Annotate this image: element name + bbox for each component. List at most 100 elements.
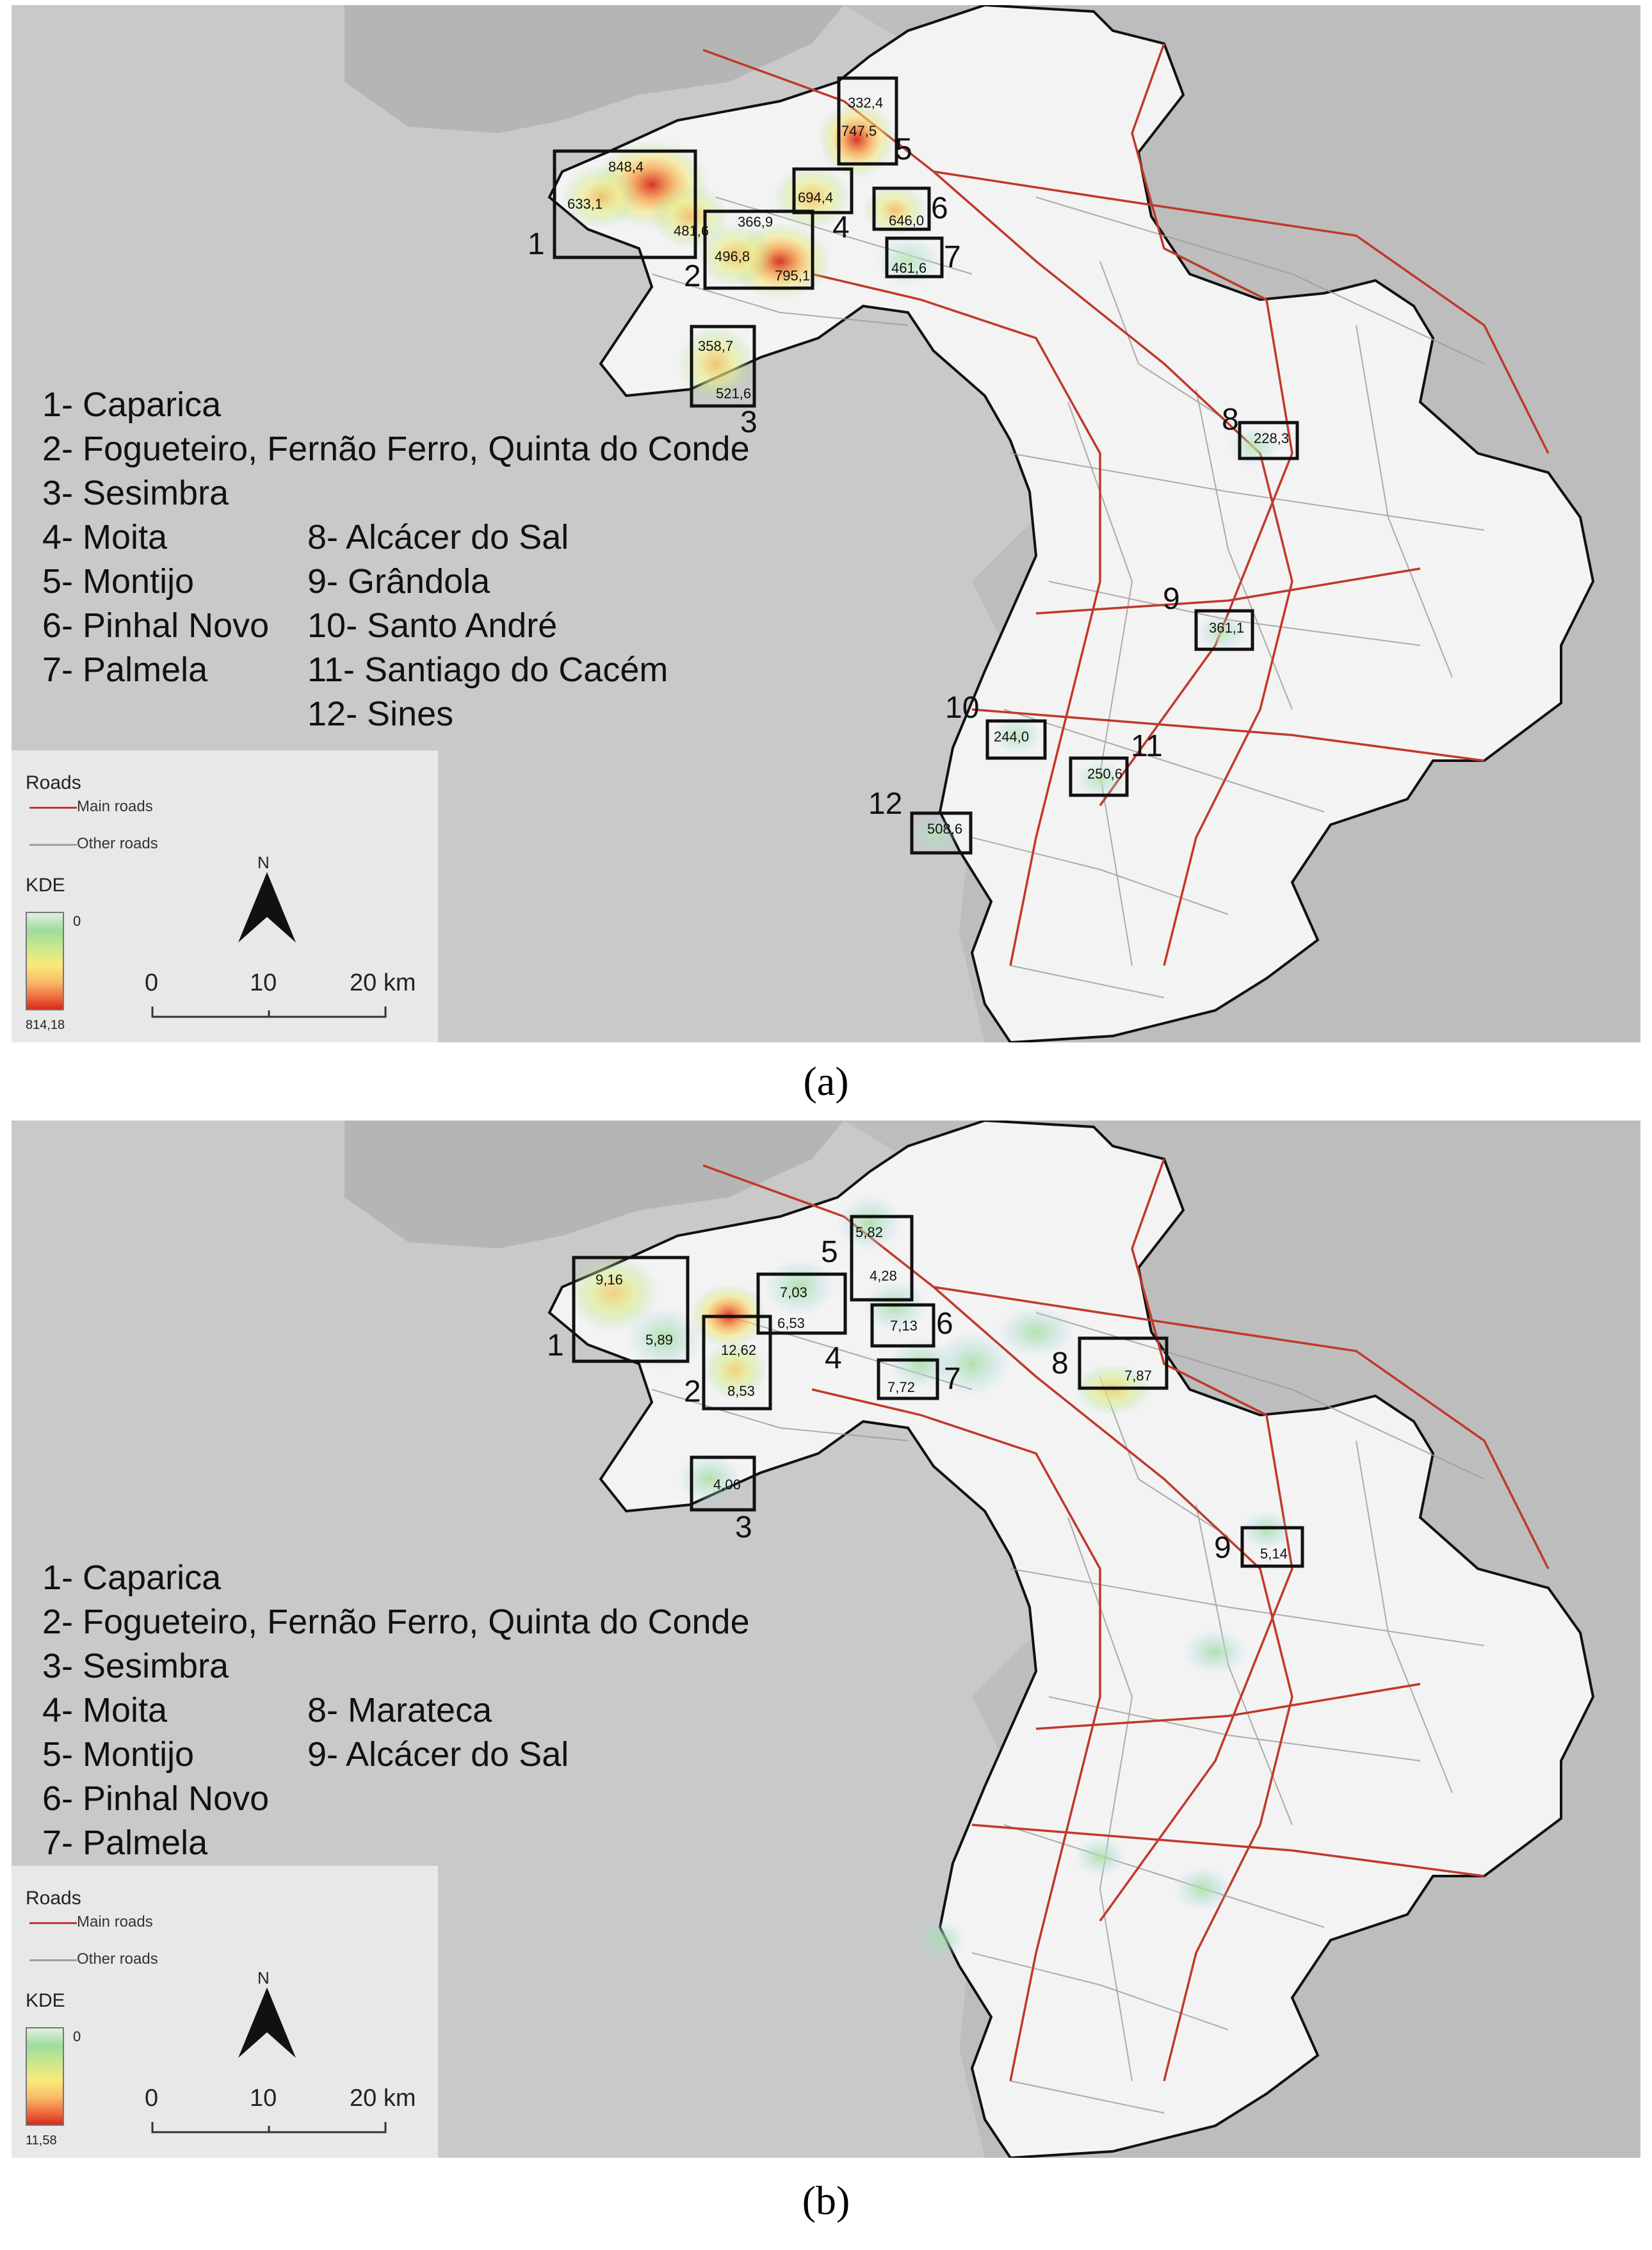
value-label: 7,03 — [780, 1284, 807, 1300]
box-2-fogueteiro — [703, 209, 814, 290]
box-number: 8 — [1222, 403, 1239, 437]
place-item: 5- Montijo — [42, 562, 195, 601]
kde-max-label: 11,58 — [26, 2133, 57, 2148]
value-label: 361,1 — [1209, 620, 1245, 636]
value-label: 228,3 — [1254, 430, 1290, 446]
scale-label: 20 km — [350, 969, 416, 996]
roads-title: Roads — [26, 772, 81, 793]
northern-land — [344, 5, 844, 133]
box-number: 7 — [944, 1362, 961, 1396]
place-list-right: 8- Alcácer do Sal 9- Grândola 10- Santo … — [307, 515, 668, 736]
box-8-alcacer — [1238, 421, 1299, 460]
study-boxes — [572, 1215, 1304, 1568]
box-number: 6 — [931, 191, 948, 225]
value-label: 250,6 — [1087, 766, 1123, 782]
north-label: N — [257, 1968, 270, 1987]
map-canvas-b — [344, 1121, 1640, 2158]
place-item: 9- Alcácer do Sal — [307, 1735, 569, 1774]
scale-label: 10 — [250, 969, 277, 996]
scale-bar — [151, 2122, 387, 2133]
kde-hotspots — [562, 101, 1279, 854]
value-label: 5,89 — [645, 1332, 673, 1348]
box-9-alcacer — [1240, 1526, 1304, 1568]
box-number: 5 — [821, 1235, 838, 1269]
scale-label: 20 km — [350, 2085, 416, 2112]
box-number: 2 — [684, 259, 701, 293]
other-roads-swatch — [29, 844, 77, 846]
box-8-marateca — [1078, 1336, 1169, 1390]
scale-bar — [151, 1007, 387, 1018]
scale-label: 0 — [145, 969, 159, 996]
value-label: 747,5 — [841, 123, 877, 139]
box-6-pinhal-novo — [872, 186, 931, 231]
place-item: 2- Fogueteiro, Fernão Ferro, Quinta do C… — [42, 1603, 750, 1641]
value-label: 244,0 — [994, 729, 1030, 745]
place-item: 2- Fogueteiro, Fernão Ferro, Quinta do C… — [42, 430, 750, 468]
place-item: 3- Sesimbra — [42, 474, 229, 512]
box-11-santiago — [1069, 756, 1129, 797]
main-roads-swatch — [29, 1922, 77, 1924]
box-number: 4 — [832, 211, 850, 245]
north-label: N — [257, 853, 270, 872]
place-item: 12- Sines — [307, 695, 454, 733]
box-number: 3 — [735, 1510, 752, 1544]
value-label: 795,1 — [775, 268, 811, 284]
value-label: 7,72 — [887, 1379, 915, 1395]
place-list-left: 1- Caparica 2- Fogueteiro, Fernão Ferro,… — [42, 383, 750, 692]
box-number: 11 — [1131, 729, 1163, 763]
other-roads-label: Other roads — [77, 1950, 158, 1968]
place-item: 1- Caparica — [42, 1558, 222, 1597]
value-label: 694,4 — [798, 190, 834, 206]
box-number: 12 — [868, 787, 903, 821]
box-5-montijo — [850, 1215, 914, 1302]
value-label: 521,6 — [716, 385, 752, 401]
main-roads-label: Main roads — [77, 798, 153, 815]
place-item: 8- Alcácer do Sal — [307, 518, 569, 556]
box-10-santo-andre — [985, 719, 1047, 760]
kde-min-label: 0 — [73, 2028, 81, 2044]
box-3-sesimbra — [690, 325, 756, 408]
box-9-grandola — [1194, 609, 1254, 651]
box-number: 4 — [825, 1341, 842, 1375]
map-legend: Roads Main roads Other roads KDE 0 814,1… — [12, 750, 438, 1042]
map-canvas-a — [344, 5, 1640, 1042]
caption-a: (a) — [803, 1058, 849, 1104]
value-label: 7,87 — [1124, 1368, 1152, 1384]
place-item: 11- Santiago do Cacém — [307, 651, 668, 689]
other-roads-label: Other roads — [77, 835, 158, 852]
value-label: 461,6 — [891, 260, 927, 276]
study-area — [547, 1121, 1595, 2158]
caption-b: (b) — [802, 2178, 850, 2223]
value-label: 4,06 — [713, 1477, 741, 1493]
value-label: 7,13 — [890, 1318, 918, 1334]
main-roads-swatch — [29, 807, 77, 809]
value-label: 5,14 — [1260, 1546, 1288, 1562]
place-list-right: 8- Marateca 9- Alcácer do Sal — [307, 1688, 569, 1777]
north-arrow-icon — [238, 1987, 296, 2058]
box-number: 3 — [740, 405, 757, 439]
kde-min-label: 0 — [73, 913, 81, 929]
box-1-caparica — [572, 1256, 690, 1363]
value-label: 358,7 — [698, 338, 734, 354]
roads-title: Roads — [26, 1888, 81, 1909]
place-item: 10- Santo André — [307, 606, 558, 645]
place-item: 9- Grândola — [307, 562, 490, 601]
box-3-sesimbra — [690, 1455, 756, 1512]
box-4-moita — [792, 167, 854, 214]
box-number: 9 — [1163, 582, 1180, 616]
box-number: 9 — [1214, 1531, 1231, 1565]
value-label: 8,53 — [727, 1383, 755, 1399]
north-arrow-icon — [238, 872, 296, 943]
kde-title: KDE — [26, 875, 65, 896]
place-item: 6- Pinhal Novo — [42, 606, 270, 645]
map-legend: Roads Main roads Other roads KDE 0 11,58… — [12, 1866, 438, 2158]
study-boxes — [553, 76, 1299, 855]
kde-color-ramp — [26, 912, 64, 1010]
box-number: 1 — [547, 1329, 564, 1363]
box-number: 8 — [1051, 1347, 1069, 1380]
place-item: 5- Montijo — [42, 1735, 195, 1774]
place-item: 8- Marateca — [307, 1691, 492, 1729]
value-label: 332,4 — [848, 95, 884, 111]
other-roads-swatch — [29, 1959, 77, 1961]
kde-title: KDE — [26, 1990, 65, 2011]
